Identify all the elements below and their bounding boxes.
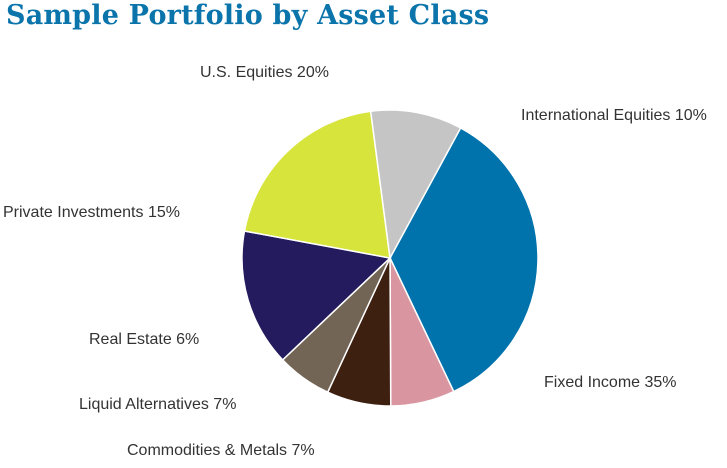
chart-title: Sample Portfolio by Asset Class: [6, 0, 490, 31]
pie-slice-label-3: Real Estate 6%: [89, 331, 199, 348]
pie-slice-4: [241, 230, 392, 361]
pie-slice-label-4: Private Investments 15%: [3, 204, 180, 221]
pie-slice-0: [389, 126, 539, 393]
pie-slice-6: [369, 109, 462, 261]
pie-labels: Fixed Income 35% Commodities & Metals 7% L…: [3, 64, 707, 459]
pie-slice-5: [243, 110, 391, 259]
pie-slice-label-6: International Equities 10%: [521, 107, 707, 124]
pie-slice-label-0: Fixed Income 35%: [544, 374, 677, 391]
pie-slice-label-5: U.S. Equities 20%: [200, 64, 329, 81]
pie-slices: [241, 109, 539, 407]
pie-slice-label-2: Liquid Alternatives 7%: [79, 396, 236, 413]
pie-slice-label-1: Commodities & Metals 7%: [127, 442, 315, 459]
